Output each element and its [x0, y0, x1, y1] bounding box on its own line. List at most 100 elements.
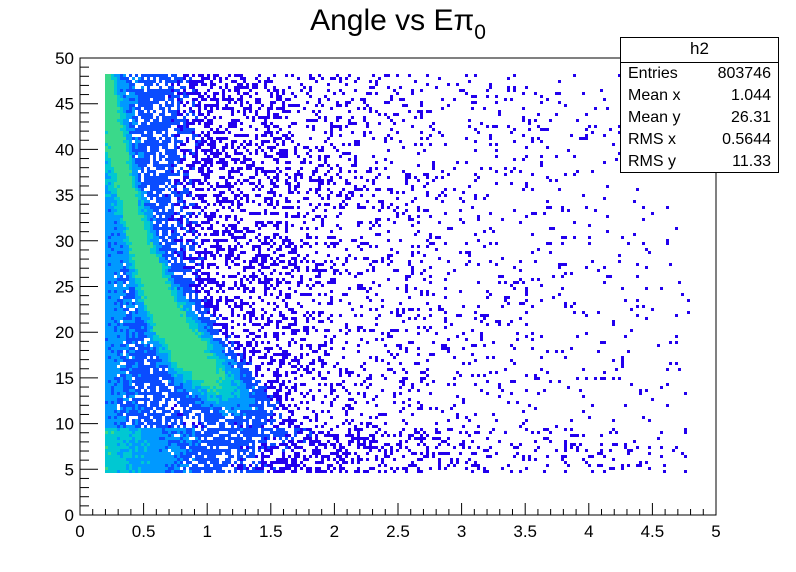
- density-cell: [111, 461, 114, 464]
- density-cell: [132, 170, 135, 173]
- density-cell: [153, 365, 156, 368]
- density-cell: [159, 416, 162, 419]
- density-cell: [168, 269, 171, 272]
- density-cell: [207, 302, 210, 305]
- density-cell: [189, 449, 192, 452]
- density-cell: [117, 383, 120, 386]
- density-cell: [132, 419, 135, 422]
- density-cell: [153, 308, 156, 311]
- density-cell: [183, 440, 186, 443]
- density-cell: [105, 203, 108, 206]
- density-cell: [207, 371, 210, 374]
- density-cell: [135, 101, 138, 104]
- density-cell: [180, 101, 183, 104]
- density-cell: [195, 395, 198, 398]
- density-cell: [207, 125, 210, 128]
- density-cell: [216, 185, 219, 188]
- density-cell: [201, 353, 204, 356]
- density-cell: [141, 224, 144, 227]
- density-cell: [171, 356, 174, 359]
- density-cell: [138, 146, 141, 149]
- density-cell: [165, 386, 168, 389]
- density-cell: [135, 170, 138, 173]
- density-cell: [150, 386, 153, 389]
- density-cell: [174, 191, 177, 194]
- density-cell: [123, 83, 126, 86]
- density-cell: [225, 326, 228, 329]
- density-cell: [162, 335, 165, 338]
- density-cell: [207, 356, 210, 359]
- density-cell: [177, 239, 180, 242]
- density-cell: [216, 104, 219, 107]
- density-cell: [111, 446, 114, 449]
- density-cell: [237, 443, 240, 446]
- density-cell: [195, 224, 198, 227]
- density-cell: [135, 401, 138, 404]
- density-cell: [216, 239, 219, 242]
- density-cell: [186, 266, 189, 269]
- density-cell: [198, 281, 201, 284]
- density-cell: [186, 170, 189, 173]
- density-cell: [249, 395, 252, 398]
- density-cell: [129, 464, 132, 467]
- density-cell: [243, 77, 246, 80]
- density-cell: [120, 218, 123, 221]
- density-cell: [186, 461, 189, 464]
- density-cell: [114, 137, 117, 140]
- density-cell: [150, 89, 153, 92]
- density-cell: [162, 371, 165, 374]
- density-cell: [129, 104, 132, 107]
- density-cell: [213, 389, 216, 392]
- density-cell: [180, 464, 183, 467]
- density-cell: [207, 329, 210, 332]
- density-cell: [105, 95, 108, 98]
- density-cell: [213, 311, 216, 314]
- density-cell: [156, 455, 159, 458]
- density-cell: [162, 125, 165, 128]
- density-cell: [246, 329, 249, 332]
- density-cell: [120, 290, 123, 293]
- density-cell: [141, 155, 144, 158]
- density-cell: [132, 335, 135, 338]
- density-cell: [180, 86, 183, 89]
- density-cell: [135, 422, 138, 425]
- density-cell: [165, 230, 168, 233]
- density-cell: [246, 92, 249, 95]
- density-cell: [255, 275, 258, 278]
- density-cell: [204, 404, 207, 407]
- density-cell: [111, 158, 114, 161]
- density-cell: [207, 404, 210, 407]
- density-cell: [186, 389, 189, 392]
- density-cell: [210, 185, 213, 188]
- density-cell: [183, 272, 186, 275]
- density-cell: [159, 95, 162, 98]
- density-cell: [213, 305, 216, 308]
- density-cell: [111, 338, 114, 341]
- density-cell: [147, 101, 150, 104]
- density-cell: [225, 353, 228, 356]
- density-cell: [171, 284, 174, 287]
- density-cell: [120, 359, 123, 362]
- density-cell: [228, 257, 231, 260]
- density-cell: [117, 233, 120, 236]
- density-cell: [162, 356, 165, 359]
- density-cell: [132, 338, 135, 341]
- density-cell: [162, 389, 165, 392]
- density-cell: [213, 449, 216, 452]
- density-cell: [195, 458, 198, 461]
- density-cell: [111, 404, 114, 407]
- density-cell: [156, 149, 159, 152]
- density-cell: [153, 437, 156, 440]
- density-cell: [105, 353, 108, 356]
- density-cell: [132, 131, 135, 134]
- density-cell: [210, 227, 213, 230]
- density-cell: [201, 434, 204, 437]
- density-cell: [144, 209, 147, 212]
- density-cell: [138, 224, 141, 227]
- density-cell: [174, 146, 177, 149]
- density-cell: [201, 257, 204, 260]
- density-cell: [207, 347, 210, 350]
- density-cell: [228, 170, 231, 173]
- density-cell: [168, 119, 171, 122]
- density-cell: [138, 389, 141, 392]
